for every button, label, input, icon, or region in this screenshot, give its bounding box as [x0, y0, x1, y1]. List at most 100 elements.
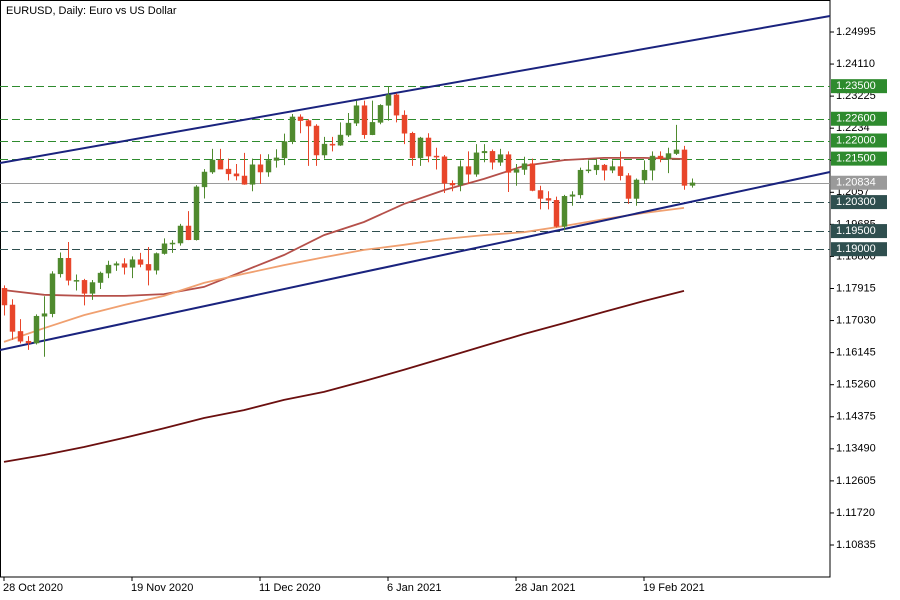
candle-body — [241, 175, 248, 185]
price-label-box — [831, 79, 887, 94]
candle-body — [457, 166, 464, 186]
candle-body — [25, 340, 32, 344]
price-label-box — [831, 224, 887, 239]
moving-average — [3, 156, 685, 297]
candle-body — [129, 259, 136, 268]
x-tick-label: 28 Oct 2020 — [3, 582, 63, 594]
candle-body — [41, 313, 48, 317]
candles-layer — [1, 86, 696, 357]
price-label-box — [831, 175, 887, 190]
y-tick-label: 1.15260 — [836, 379, 876, 391]
candle-body — [569, 194, 576, 197]
candle-body — [481, 151, 488, 154]
x-tick-label: 11 Dec 2020 — [259, 582, 321, 594]
candle-body — [681, 149, 688, 186]
candle-body — [177, 225, 184, 244]
price-label: 1.22000 — [836, 134, 876, 146]
y-tick-label: 1.24110 — [836, 58, 875, 70]
candle-body — [593, 164, 600, 171]
candle-body — [257, 164, 264, 173]
candle-body — [537, 190, 544, 199]
candle-body — [673, 149, 680, 154]
candle-body — [345, 122, 352, 136]
candle-body — [321, 143, 328, 156]
candle-body — [9, 304, 16, 332]
candle-body — [265, 160, 272, 173]
candle-body — [385, 94, 392, 106]
candle-body — [361, 105, 368, 135]
y-tick-label: 1.16145 — [836, 347, 876, 359]
candle-body — [201, 171, 208, 188]
candle-body — [145, 264, 152, 271]
candle-body — [113, 263, 120, 266]
candle-body — [665, 153, 672, 159]
y-tick-label: 1.13490 — [836, 443, 876, 455]
candle-body — [305, 120, 312, 127]
y-tick-label: 1.11720 — [836, 507, 875, 519]
candle-body — [393, 94, 400, 116]
candle-body — [465, 166, 472, 175]
candle-body — [289, 116, 296, 142]
candle-body — [433, 155, 440, 158]
candle-body — [545, 198, 552, 201]
candle-body — [17, 331, 24, 342]
candle-body — [217, 159, 224, 170]
candle-body — [297, 116, 304, 121]
moving-average — [3, 207, 685, 343]
candle-body — [193, 186, 200, 241]
chart-title: EURUSD, Daily: Euro vs US Dollar — [6, 5, 177, 17]
levels-layer — [0, 86, 830, 250]
candle-body — [497, 154, 504, 163]
x-tick-label: 6 Jan 2021 — [387, 582, 441, 594]
candle-body — [137, 259, 144, 265]
y-tick-label: 1.12605 — [836, 475, 876, 487]
candle-body — [513, 169, 520, 173]
trendline — [0, 15, 831, 164]
candle-body — [281, 141, 288, 159]
trendline — [0, 171, 831, 351]
y-tick-label: 1.17030 — [836, 314, 876, 326]
price-label-box — [831, 111, 887, 126]
candle-body — [273, 157, 280, 161]
candle-body — [601, 164, 608, 171]
candle-body — [33, 315, 40, 344]
price-label-box — [831, 242, 887, 257]
candle-body — [249, 164, 256, 185]
price-label: 1.20300 — [836, 196, 876, 208]
candle-body — [521, 163, 528, 170]
candle-body — [489, 151, 496, 163]
candle-body — [121, 263, 128, 268]
candle-body — [449, 183, 456, 186]
y-tick-label: 1.14375 — [836, 411, 876, 423]
price-label: 1.22600 — [836, 113, 876, 125]
candle-body — [649, 155, 656, 171]
price-label: 1.21500 — [836, 153, 876, 165]
candle-body — [329, 143, 336, 146]
candle-body — [185, 225, 192, 241]
candle-body — [97, 272, 104, 283]
candle-body — [609, 166, 616, 171]
price-label-box — [831, 151, 887, 166]
candle-body — [553, 200, 560, 227]
price-label: 1.23500 — [836, 80, 876, 92]
candle-body — [577, 169, 584, 196]
price-label: 1.19500 — [836, 225, 876, 237]
candle-body — [561, 196, 568, 227]
candle-body — [49, 273, 56, 314]
candle-body — [441, 156, 448, 184]
plot-frame — [0, 0, 831, 578]
candle-body — [57, 257, 64, 275]
candle-body — [65, 257, 72, 281]
candle-body — [153, 253, 160, 271]
candle-body — [73, 280, 80, 282]
candle-body — [209, 159, 216, 173]
moving-average — [3, 290, 685, 463]
candle-body — [473, 152, 480, 175]
candle-body — [161, 243, 168, 254]
candle-body — [641, 169, 648, 181]
candle-body — [409, 133, 416, 159]
candle-body — [417, 137, 424, 159]
candle-body — [529, 163, 536, 191]
x-tick-label: 28 Jan 2021 — [515, 582, 576, 594]
